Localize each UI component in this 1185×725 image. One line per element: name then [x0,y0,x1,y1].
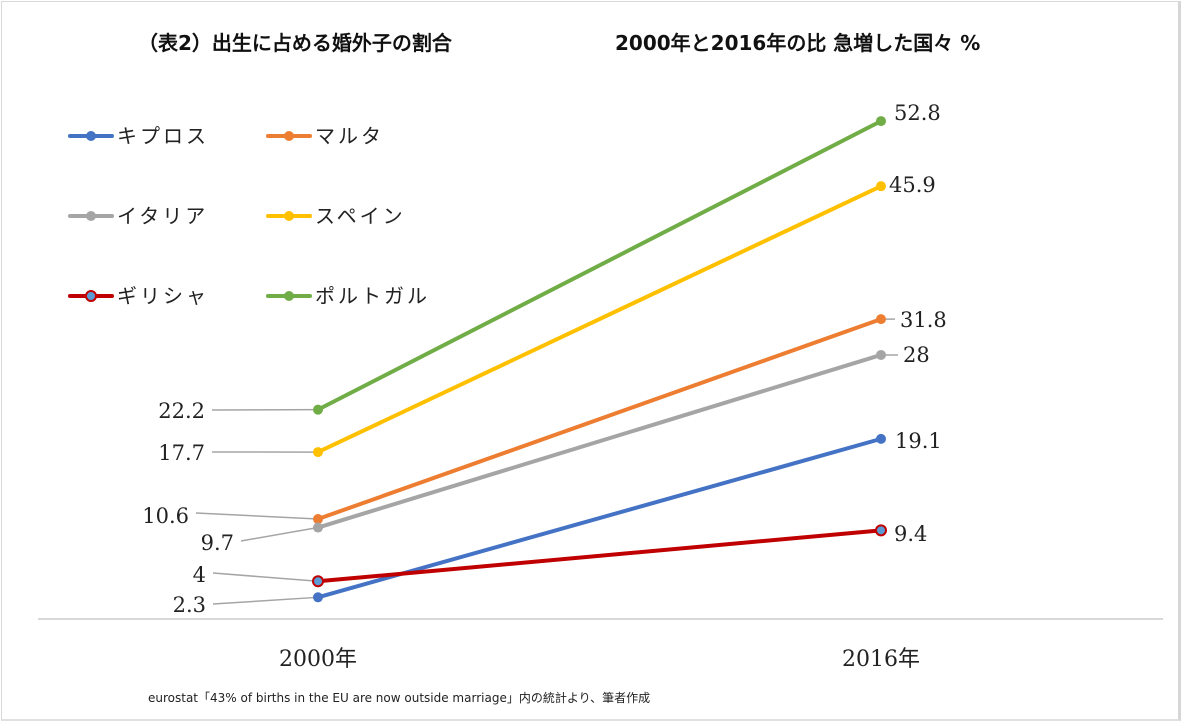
leader-line [212,596,319,605]
legend-item: スペイン [266,204,406,228]
series-1-point [313,514,323,525]
legend-item: イタリア [68,204,208,228]
leader-line [240,526,319,542]
data-label: 28 [903,343,930,367]
x-tick-label: 2016年 [842,647,920,672]
data-label: 9.7 [201,531,234,555]
legend-label: イタリア [117,204,208,228]
series-4-point [312,575,324,588]
series-0-point [313,592,323,603]
legend-item: ギリシャ [68,284,209,308]
series-3-point [876,181,886,192]
series-2-point [313,522,323,533]
legend-marker [284,291,294,301]
legend-marker [86,211,96,221]
chart-subtitle: 2000年と2016年の比 急増した国々 % [615,31,980,55]
series-3-point [313,447,323,458]
series-4-line [316,528,883,584]
source-note: eurostat「43% of births in the EU are now… [148,690,650,705]
chart-title: （表2）出生に占める婚外子の割合 [138,31,453,55]
data-label: 52.8 [894,101,941,125]
data-label: 10.6 [142,504,189,528]
series-2-point [876,349,886,360]
leader-line [212,572,319,583]
x-tick-label: 2000年 [279,647,357,672]
legend-label: マルタ [315,124,384,148]
legend-marker [284,131,294,141]
series-2-line [316,352,883,530]
data-label: 4 [193,563,206,587]
data-label: 9.4 [894,522,927,546]
series-3-line [316,184,883,455]
data-label: 31.8 [900,308,947,332]
legend-item: キプロス [68,124,209,148]
data-label: 45.9 [889,173,936,197]
legend-item: ポルトガル [266,284,430,308]
series-0-point [876,433,886,444]
series-5-line [316,119,883,412]
data-label: 22.2 [158,399,205,423]
series-5-point [313,404,323,415]
legend-label: ポルトガル [315,284,430,308]
data-label: 2.3 [173,593,206,617]
series-1-line [316,317,883,522]
data-label: 19.1 [895,429,942,453]
data-label: 17.7 [158,441,205,465]
leader-line [195,512,319,520]
series-5-point [876,116,886,127]
legend-marker [86,131,96,141]
legend-label: キプロス [117,124,209,148]
legend-label: スペイン [315,204,406,228]
series-4-point [875,524,887,537]
legend-marker [85,290,97,302]
legend-item: マルタ [266,124,384,148]
legend-label: ギリシャ [117,284,209,308]
legend-marker [284,211,294,221]
series-1-point [876,314,886,325]
